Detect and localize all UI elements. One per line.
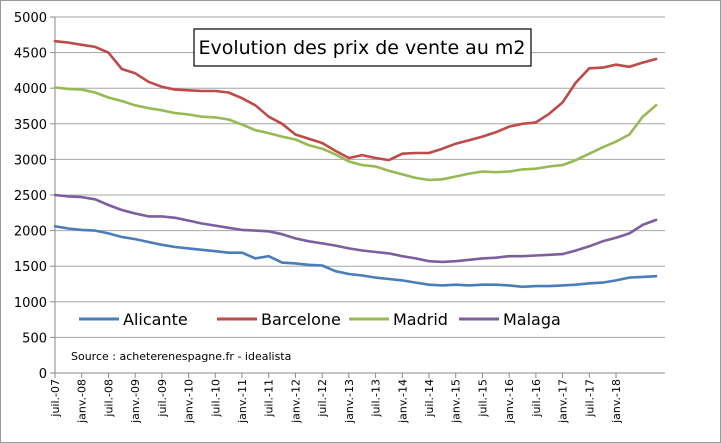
x-tick-label: janv.-14 (396, 379, 409, 424)
legend: Alicante Barcelone Madrid Malaga (79, 310, 561, 329)
series-lines (53, 39, 658, 289)
x-tick-label: janv.-12 (289, 379, 302, 424)
y-tick-label: 5000 (14, 11, 47, 26)
title-box: Evolution des prix de vente au m2 (193, 28, 532, 67)
x-tick-label: janv.-16 (503, 379, 516, 424)
x-tick-label: janv.-11 (236, 379, 249, 424)
y-tick-label: 4000 (14, 82, 47, 97)
x-tick-label: janv.-09 (129, 379, 142, 424)
series-line-alicante (53, 225, 658, 289)
x-tick-label: janv.-10 (183, 379, 196, 424)
series-line-barcelone (53, 39, 658, 162)
y-tick-label: 3000 (14, 153, 47, 168)
x-tick-label: juil.-11 (263, 379, 276, 418)
y-tick-label: 3500 (14, 118, 47, 133)
y-tick-label: 500 (22, 331, 47, 346)
x-tick-label: janv.-08 (76, 379, 89, 424)
x-tick-label: juil.-07 (49, 379, 62, 418)
y-tick-label: 2500 (14, 189, 47, 204)
source-note: Source : acheterenespagne.fr - idealista (71, 350, 291, 363)
chart-title: Evolution des prix de vente au m2 (198, 37, 525, 59)
x-tick-label: janv.-18 (610, 379, 623, 424)
x-tick-label: juil.-09 (156, 379, 169, 418)
x-tick-label: juil.-14 (423, 379, 436, 418)
x-tick-label: juil.-08 (102, 379, 115, 418)
x-tick-label: juil.-10 (209, 379, 222, 418)
x-tick-label: juil.-13 (370, 379, 383, 418)
y-tick-label: 0 (39, 367, 47, 382)
y-tick-label: 2000 (14, 225, 47, 240)
legend-label-malaga: Malaga (503, 310, 561, 329)
x-tick-label: janv.-13 (343, 379, 356, 424)
x-tick-label: juil.-15 (476, 379, 489, 418)
y-tick-label: 1500 (14, 260, 47, 275)
legend-label-alicante: Alicante (123, 310, 188, 329)
x-axis: juil.-07 janv.-08 juil.-08 janv.-09 juil.-09… (49, 373, 623, 424)
series-line-malaga (53, 193, 658, 264)
y-tick-label: 4500 (14, 47, 47, 62)
gridlines (55, 16, 665, 374)
legend-label-barcelone: Barcelone (261, 310, 341, 329)
x-tick-label: juil.-16 (530, 379, 543, 418)
y-axis: 0 500 1000 1500 2000 2500 3000 3500 4000 4500 5000 (14, 11, 56, 382)
x-tick-label: juil.-12 (316, 379, 329, 418)
legend-label-madrid: Madrid (393, 310, 448, 329)
x-tick-label: janv.-17 (557, 379, 570, 424)
x-tick-label: juil.-17 (583, 379, 596, 418)
series-line-madrid (53, 86, 658, 182)
x-tick-label: janv.-15 (450, 379, 463, 424)
y-tick-label: 1000 (14, 296, 47, 311)
